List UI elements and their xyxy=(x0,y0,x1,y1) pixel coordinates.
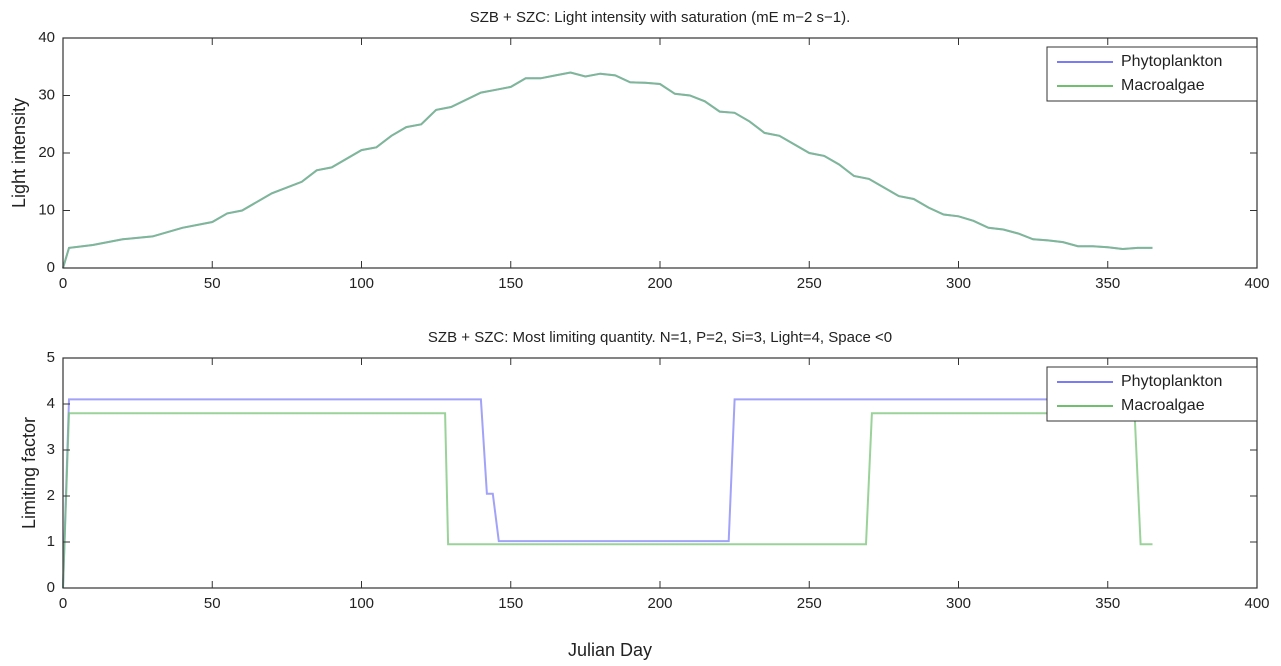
series-line xyxy=(62,71,1153,269)
chart-title: SZB + SZC: Most limiting quantity. N=1, … xyxy=(428,329,892,346)
x-tick-label: 0 xyxy=(59,275,67,292)
x-tick-label: 400 xyxy=(1244,275,1269,292)
y-tick-label: 30 xyxy=(38,86,55,103)
y-tick-label: 3 xyxy=(47,441,55,458)
x-tick-label: 100 xyxy=(349,275,374,292)
y-axis-label: Limiting factor xyxy=(19,417,39,529)
x-tick-label: 350 xyxy=(1095,595,1120,612)
legend-label: Phytoplankton xyxy=(1121,53,1222,70)
x-tick-label: 250 xyxy=(797,275,822,292)
x-tick-label: 0 xyxy=(59,595,67,612)
y-tick-label: 0 xyxy=(47,259,55,276)
x-tick-label: 100 xyxy=(349,595,374,612)
legend-label: Phytoplankton xyxy=(1121,373,1222,390)
x-tick-label: 200 xyxy=(647,595,672,612)
legend-box xyxy=(1046,366,1258,422)
x-tick-label: 350 xyxy=(1095,275,1120,292)
y-tick-label: 40 xyxy=(38,29,55,46)
y-tick-label: 20 xyxy=(38,144,55,161)
x-tick-label: 150 xyxy=(498,275,523,292)
y-tick-label: 0 xyxy=(47,579,55,596)
x-axis-label: Julian Day xyxy=(568,640,652,660)
x-tick-label: 250 xyxy=(797,595,822,612)
chart-title: SZB + SZC: Light intensity with saturati… xyxy=(470,9,851,26)
y-tick-label: 2 xyxy=(47,487,55,504)
x-tick-label: 50 xyxy=(204,595,221,612)
y-tick-label: 4 xyxy=(47,395,55,412)
y-tick-label: 5 xyxy=(47,349,55,366)
y-axis-label: Light intensity xyxy=(9,98,29,208)
x-tick-label: 150 xyxy=(498,595,523,612)
x-tick-label: 400 xyxy=(1244,595,1269,612)
series-line xyxy=(62,412,1153,589)
x-tick-label: 200 xyxy=(647,275,672,292)
legend-box xyxy=(1046,46,1258,102)
legend-label: Macroalgae xyxy=(1121,77,1205,94)
x-tick-label: 300 xyxy=(946,595,971,612)
legend-label: Macroalgae xyxy=(1121,397,1205,414)
y-tick-label: 10 xyxy=(38,201,55,218)
series-line xyxy=(62,398,1153,589)
x-tick-label: 50 xyxy=(204,275,221,292)
y-tick-label: 1 xyxy=(47,533,55,550)
x-tick-label: 300 xyxy=(946,275,971,292)
